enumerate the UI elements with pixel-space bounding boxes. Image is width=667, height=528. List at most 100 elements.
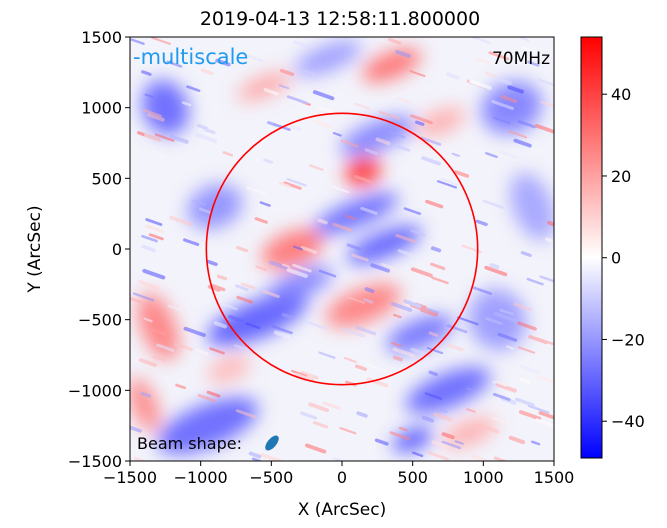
texture-streak xyxy=(499,150,518,159)
texture-streak xyxy=(517,321,537,331)
texture-streak xyxy=(138,358,158,368)
texture-streak xyxy=(279,181,291,188)
texture-streak xyxy=(351,253,369,262)
texture-streak xyxy=(255,265,267,272)
texture-streak xyxy=(347,296,365,304)
texture-streak xyxy=(391,341,402,348)
x-tick-label: 500 xyxy=(397,468,428,487)
texture-streak xyxy=(174,342,193,352)
texture-streak xyxy=(392,355,403,362)
texture-streak xyxy=(466,387,476,392)
texture-streak xyxy=(513,302,532,311)
texture-streak xyxy=(141,234,158,243)
texture-streak xyxy=(491,416,511,425)
texture-streak xyxy=(447,343,464,352)
texture-streak xyxy=(169,215,192,227)
texture-streak xyxy=(360,206,378,215)
texture-streak xyxy=(403,207,422,215)
texture-streak xyxy=(547,220,554,227)
texture-streak xyxy=(508,130,528,139)
texture-streak xyxy=(527,60,540,67)
texture-streak xyxy=(300,245,318,254)
texture-streak xyxy=(497,332,518,342)
texture-streak xyxy=(354,102,371,110)
texture-streak xyxy=(469,79,492,90)
texture-streak xyxy=(213,321,228,329)
texture-streak xyxy=(428,370,438,377)
texture-streak xyxy=(482,199,504,209)
texture-streak xyxy=(430,262,446,271)
texture-streak xyxy=(262,289,280,298)
texture-streak xyxy=(395,233,416,243)
texture-streak xyxy=(364,287,375,294)
heatmap-blob xyxy=(207,355,251,383)
texture-streak xyxy=(195,348,209,356)
texture-streak xyxy=(431,440,449,449)
colorbar-tick-label: −40 xyxy=(611,412,645,431)
texture-streak xyxy=(313,119,332,129)
texture-streak xyxy=(433,412,453,422)
texture-streak xyxy=(144,133,161,142)
texture-streak xyxy=(150,328,166,336)
texture-streak xyxy=(499,308,514,316)
texture-streak xyxy=(141,244,156,253)
texture-streak xyxy=(145,224,164,233)
texture-streak xyxy=(300,370,319,380)
texture-streak xyxy=(317,105,337,115)
texture-streak xyxy=(518,410,542,421)
heatmap-blob xyxy=(345,156,382,187)
colorbar-tick-label: 20 xyxy=(611,167,631,186)
texture-streak xyxy=(130,297,142,304)
texture-streak xyxy=(495,380,508,387)
texture-streak xyxy=(493,456,509,461)
texture-streak xyxy=(472,286,493,295)
y-axis: 1500 1000 500 0 −500 −1000 −1500 xyxy=(68,28,130,471)
texture-streak xyxy=(332,457,343,461)
texture-streak xyxy=(441,440,462,450)
heatmap-blob xyxy=(510,173,554,241)
texture-streak xyxy=(308,164,324,171)
texture-streak xyxy=(286,95,308,105)
texture-streak xyxy=(150,149,166,157)
texture-streak xyxy=(292,263,312,273)
texture-streak xyxy=(520,46,541,55)
heatmap-blob xyxy=(130,377,160,432)
texture-streak xyxy=(517,346,536,354)
texture-streak xyxy=(215,58,231,67)
texture-streak xyxy=(346,243,362,251)
texture-streak xyxy=(216,274,228,281)
y-tick-label: 1500 xyxy=(81,28,122,47)
texture-streak xyxy=(144,93,154,99)
heatmap-blob xyxy=(266,266,333,303)
texture-streak xyxy=(198,207,212,214)
texture-streak xyxy=(513,138,532,148)
texture-streak xyxy=(519,37,530,42)
texture-streak xyxy=(228,314,244,323)
texture-streak xyxy=(421,156,441,166)
texture-streak xyxy=(495,382,517,393)
y-tick-label: −1000 xyxy=(68,381,122,400)
colorbar-tick-label: 40 xyxy=(611,85,631,104)
texture-streak xyxy=(154,133,175,142)
texture-streak xyxy=(388,131,406,139)
texture-streak xyxy=(332,132,342,137)
texture-streak xyxy=(308,402,330,413)
texture-streak xyxy=(279,68,295,77)
texture-streak xyxy=(181,101,192,107)
texture-streak xyxy=(130,425,142,433)
texture-streak xyxy=(540,100,554,108)
chart-title: 2019-04-13 12:58:11.800000 xyxy=(200,8,480,30)
texture-streak xyxy=(363,298,374,304)
texture-streak xyxy=(147,113,165,122)
texture-streak xyxy=(396,97,412,104)
texture-streak xyxy=(545,237,554,244)
texture-streak xyxy=(278,84,290,90)
texture-streak xyxy=(152,355,166,362)
texture-streak xyxy=(355,325,377,336)
texture-streak xyxy=(515,397,535,407)
texture-streak xyxy=(130,38,145,45)
texture-streak xyxy=(410,267,433,278)
texture-streak xyxy=(392,347,415,358)
texture-streak xyxy=(365,362,387,372)
